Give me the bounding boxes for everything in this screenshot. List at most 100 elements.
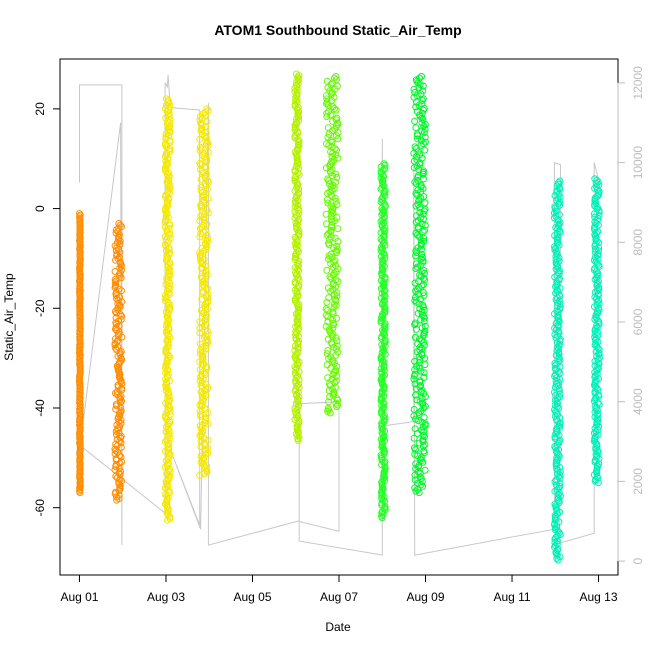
data-point (117, 434, 125, 442)
data-point (334, 401, 342, 409)
data-point (198, 151, 206, 159)
data-point (555, 180, 563, 188)
data-point (112, 344, 120, 352)
data-point (295, 262, 302, 270)
data-point (166, 181, 174, 189)
data-point (295, 185, 303, 193)
data-point (412, 487, 420, 495)
data-point (332, 197, 340, 205)
data-point (332, 383, 340, 391)
data-point (411, 333, 419, 341)
y-tick-label: -40 (33, 399, 47, 417)
y2-tick-label: 4000 (631, 388, 645, 415)
data-point (414, 285, 421, 293)
data-point (551, 204, 559, 212)
data-series-4 (322, 72, 342, 417)
data-point (293, 241, 301, 249)
x-tick-label: Aug 09 (406, 590, 444, 604)
data-point (410, 164, 418, 172)
data-point (332, 122, 340, 130)
data-point (196, 249, 204, 257)
data-point (202, 129, 210, 137)
data-point (112, 463, 120, 471)
data-point (333, 372, 341, 380)
data-point (554, 451, 562, 458)
data-point (420, 129, 428, 136)
data-point (412, 391, 420, 399)
data-point (326, 236, 333, 244)
data-point (421, 199, 429, 207)
data-point (204, 148, 212, 156)
data-point (418, 72, 425, 80)
data-point (411, 178, 419, 186)
data-point (327, 223, 335, 231)
data-point (327, 364, 335, 372)
data-point (203, 220, 211, 228)
data-point (293, 96, 301, 104)
data-point (412, 189, 420, 197)
data-point (197, 183, 205, 191)
data-point (592, 199, 600, 207)
data-series-3 (291, 70, 303, 444)
data-point (164, 516, 171, 524)
data-point (421, 433, 428, 441)
data-point (201, 387, 209, 394)
data-point (111, 450, 119, 458)
data-point (378, 390, 386, 398)
data-point (379, 511, 387, 518)
data-point (333, 314, 340, 322)
data-point (292, 97, 300, 105)
data-point (292, 336, 300, 344)
data-point (165, 273, 173, 281)
data-point (166, 407, 174, 415)
data-point (204, 449, 212, 457)
x-tick-label: Aug 07 (320, 590, 358, 604)
data-point (410, 372, 418, 380)
data-point (202, 140, 210, 148)
data-point (162, 141, 169, 149)
data-point (118, 458, 125, 466)
data-point (294, 436, 302, 444)
data-point (332, 132, 340, 140)
data-point (196, 471, 204, 479)
data-point (552, 516, 559, 524)
data-point (379, 267, 387, 275)
data-point (196, 254, 204, 262)
data-point (116, 396, 124, 403)
data-point (197, 443, 205, 450)
altitude-layer (79, 74, 600, 556)
data-point (292, 249, 300, 257)
data-point (380, 288, 388, 296)
data-point (414, 132, 421, 140)
data-point (327, 148, 335, 156)
data-point (163, 499, 171, 506)
data-point (294, 80, 302, 88)
data-point (590, 429, 598, 437)
data-point (116, 272, 124, 280)
data-point (412, 325, 420, 333)
data-point (378, 402, 386, 409)
data-point (414, 231, 421, 239)
data-point (555, 489, 563, 497)
data-point (113, 496, 121, 504)
data-point (334, 265, 342, 273)
data-point (197, 119, 205, 127)
data-point (414, 309, 422, 317)
data-point (162, 212, 170, 220)
data-point (595, 296, 603, 304)
data-point (591, 333, 599, 341)
data-point (164, 422, 172, 430)
data-point (197, 459, 205, 466)
data-point (330, 303, 338, 311)
data-point (553, 547, 561, 554)
data-point (161, 218, 169, 226)
data-point (113, 388, 121, 395)
data-point (333, 403, 340, 411)
data-point (378, 314, 385, 321)
data-point (331, 300, 338, 308)
data-point (117, 408, 124, 416)
data-point (554, 455, 562, 463)
data-point (554, 556, 562, 564)
data-point (197, 425, 205, 433)
